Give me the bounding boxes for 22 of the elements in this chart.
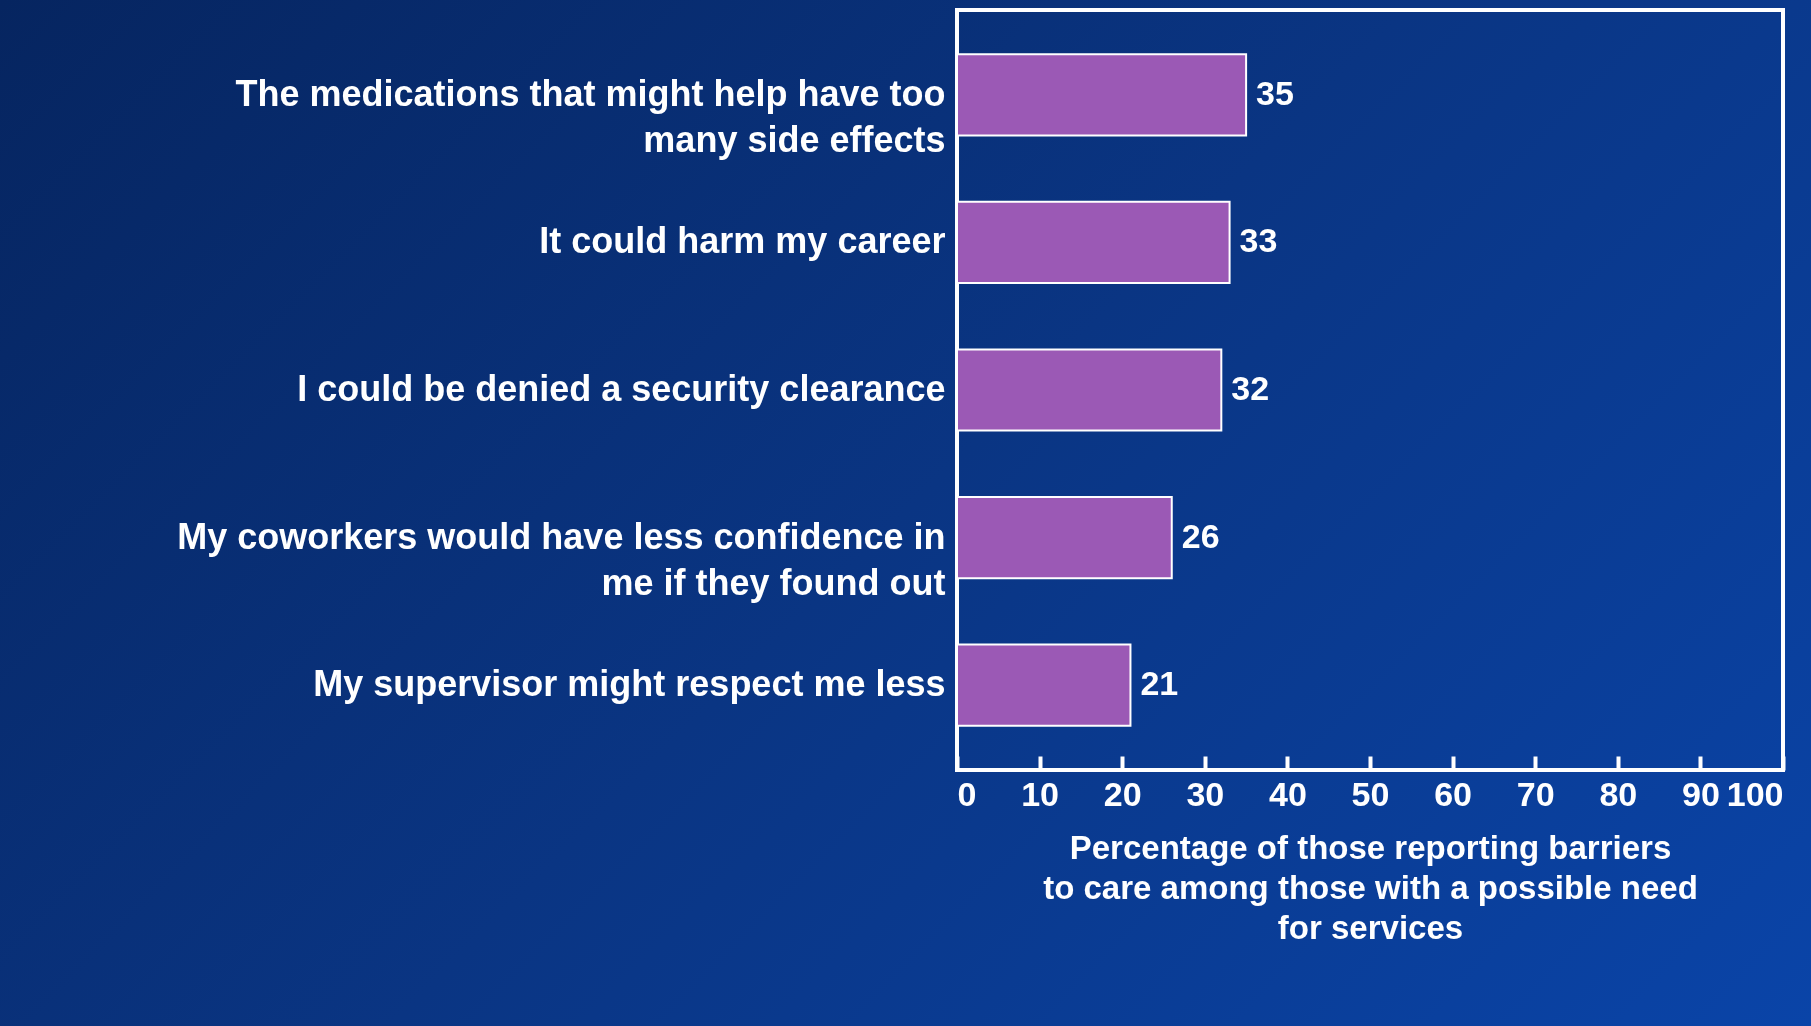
data-label: 21 xyxy=(1140,664,1179,703)
y-tick-label: My supervisor might respect me less xyxy=(313,663,946,705)
x-tick-label: 100 xyxy=(1726,774,1784,813)
y-tick-label: I could be denied a security clearance xyxy=(297,368,946,409)
x-tick-label: 0 xyxy=(957,774,977,813)
x-tick-label: 30 xyxy=(1186,774,1225,813)
y-tick-label: The medications that might help have too many side effects xyxy=(235,72,946,160)
x-tick-label: 20 xyxy=(1103,774,1142,813)
x-tick-label: 70 xyxy=(1516,774,1555,813)
x-tick-label: 10 xyxy=(1021,774,1060,813)
x-tick-label: 80 xyxy=(1599,774,1638,813)
x-tick-label: 40 xyxy=(1268,774,1307,813)
x-axis-title: Percentage of those reporting barriers to care among those with a possible need for services xyxy=(1043,828,1698,946)
data-label: 33 xyxy=(1239,221,1278,260)
data-label: 26 xyxy=(1181,516,1220,555)
x-tick-label: 60 xyxy=(1434,774,1473,813)
y-tick-label: My coworkers would have less confidence in me if they found out xyxy=(177,515,946,603)
x-tick-label: 50 xyxy=(1351,774,1390,813)
y-tick-label: It could harm my career xyxy=(539,220,946,262)
x-tick-label: 90 xyxy=(1681,774,1720,813)
data-label: 32 xyxy=(1231,369,1270,407)
data-label: 35 xyxy=(1256,73,1294,112)
